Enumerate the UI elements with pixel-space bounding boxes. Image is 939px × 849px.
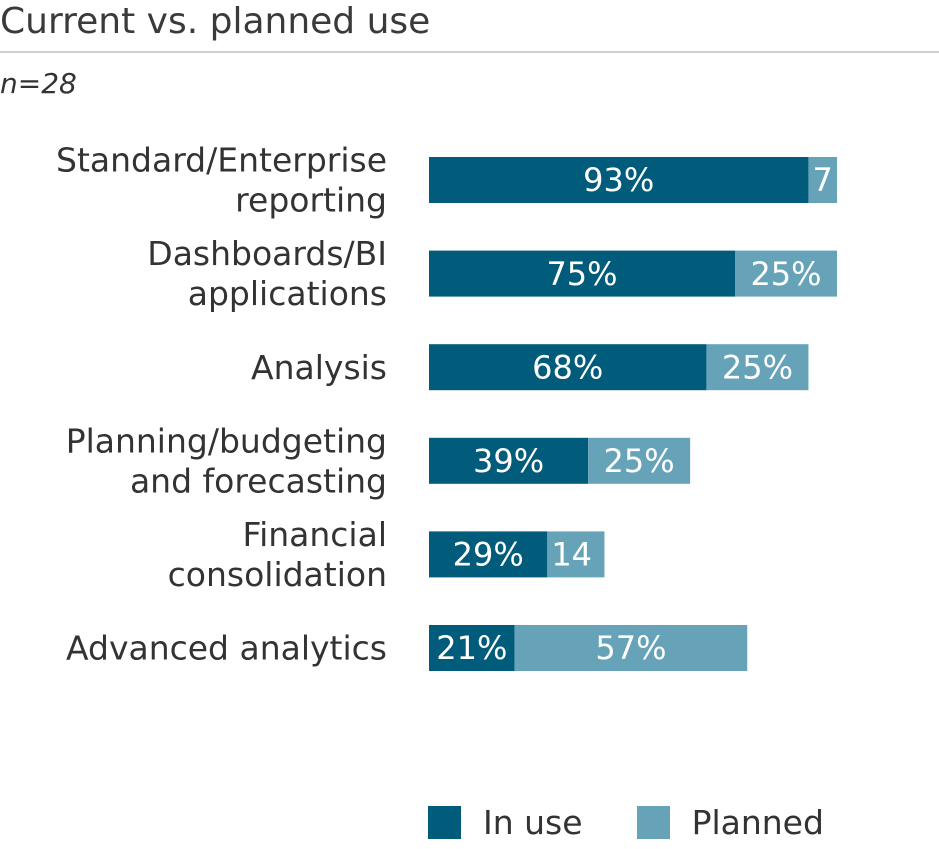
chart-title: Current vs. planned use bbox=[0, 1, 431, 42]
legend-item-in-use: In use bbox=[428, 803, 583, 842]
bar-in-use-analysis bbox=[429, 344, 707, 391]
chart-subtitle: n=28 bbox=[0, 67, 77, 100]
data-label-planned-financial-consolidation: 14 bbox=[551, 536, 592, 574]
data-label-in-use-dashboards-bi-applications: 75% bbox=[546, 255, 617, 293]
category-label-analysis: Analysis bbox=[251, 348, 387, 387]
legend-label-planned: Planned bbox=[691, 803, 824, 842]
bar-in-use-advanced-analytics bbox=[429, 625, 515, 671]
data-label-in-use-financial-consolidation: 29% bbox=[453, 536, 524, 574]
stacked-bar-chart: Standard/Enterprise reporting 93% 7 Dashboar… bbox=[56, 141, 837, 671]
bar-in-use-financial-consolidation bbox=[429, 531, 548, 578]
bar-planned-standard-enterprise-reporting bbox=[808, 157, 837, 203]
data-label-planned-analysis: 25% bbox=[722, 348, 793, 386]
legend-swatch-planned bbox=[636, 806, 670, 839]
bar-in-use-planning-budgeting-and-forecasting bbox=[429, 437, 589, 484]
chart-legend: In use Planned bbox=[428, 803, 878, 842]
title-divider bbox=[0, 51, 939, 53]
category-label-financial-consolidation: Financial consolidation bbox=[168, 515, 387, 594]
category-label-planning-budgeting-and-forecasting: Planning/budgeting and forecasting bbox=[66, 421, 387, 500]
bar-planned-dashboards-bi-applications bbox=[735, 250, 837, 297]
bar-planned-advanced-analytics bbox=[514, 625, 748, 671]
data-label-planned-planning-budgeting-and-forecasting: 25% bbox=[604, 442, 675, 480]
category-label-standard-enterprise-reporting: Standard/Enterprise reporting bbox=[56, 141, 387, 220]
data-label-planned-standard-enterprise-reporting: 7 bbox=[812, 161, 832, 199]
category-label-dashboards-bi-applications: Dashboards/BI applications bbox=[147, 234, 387, 313]
data-label-in-use-analysis: 68% bbox=[532, 348, 603, 386]
data-label-in-use-advanced-analytics: 21% bbox=[436, 629, 507, 667]
data-label-planned-advanced-analytics: 57% bbox=[595, 629, 666, 667]
bar-planned-financial-consolidation bbox=[547, 531, 605, 578]
bar-in-use-standard-enterprise-reporting bbox=[429, 157, 809, 203]
bar-in-use-dashboards-bi-applications bbox=[429, 250, 735, 297]
legend-item-planned: Planned bbox=[636, 803, 824, 842]
legend-label-in-use: In use bbox=[483, 803, 583, 842]
data-label-in-use-planning-budgeting-and-forecasting: 39% bbox=[473, 442, 544, 480]
bar-planned-planning-budgeting-and-forecasting bbox=[588, 437, 691, 484]
data-label-in-use-standard-enterprise-reporting: 93% bbox=[583, 161, 654, 199]
category-label-advanced-analytics: Advanced analytics bbox=[66, 629, 387, 668]
bar-planned-analysis bbox=[706, 344, 809, 391]
legend-swatch-in-use bbox=[428, 806, 461, 839]
data-label-planned-dashboards-bi-applications: 25% bbox=[750, 255, 821, 293]
